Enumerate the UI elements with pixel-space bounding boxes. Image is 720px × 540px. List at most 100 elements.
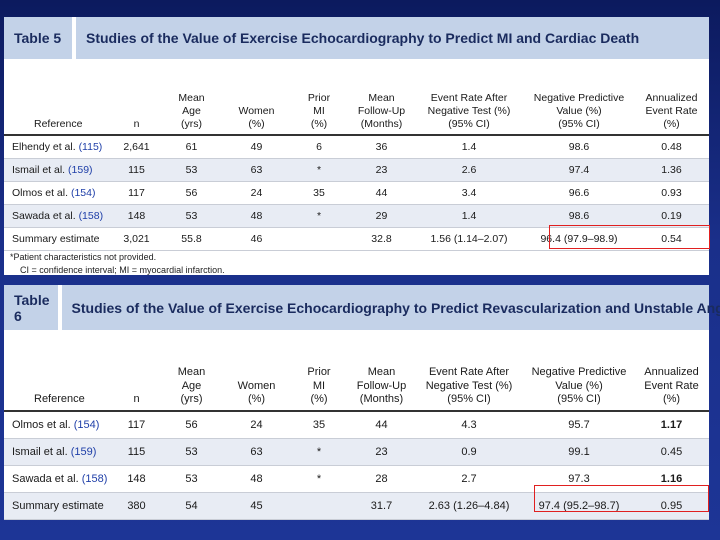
header-prior-mi: Prior MI (%) [289, 71, 349, 136]
cell-reference: Olmos et al. (154) [4, 181, 114, 205]
cell-prior-mi: * [289, 204, 349, 228]
header-line: Negative Test (%) [427, 104, 511, 117]
header-line: Event Rate After [430, 91, 508, 104]
header-line: Age [182, 104, 201, 117]
cell-n: 3,021 [114, 227, 159, 251]
cell-mean-follow-up: 36 [349, 135, 414, 159]
reference-name: Ismail et al. [12, 164, 66, 176]
cell-negative-predictive-value: 96.4 (97.9–98.9) [524, 227, 634, 251]
table5-number: Table 5 [4, 17, 76, 59]
cell-reference: Elhendy et al. (115) [4, 135, 114, 159]
header-line: Negative Test (%) [425, 379, 513, 392]
footnote-abbreviations: CI = confidence interval; MI = myocardia… [20, 265, 225, 275]
header-line: Follow-Up [356, 379, 407, 392]
cell-negative-predictive-value: 97.3 [524, 465, 634, 493]
header-line: (95% CI) [448, 117, 490, 130]
table5-grid: Reference n Mean Age (yrs) Women (%) Prior MI (%)… [4, 71, 709, 251]
cell-women: 24 [224, 181, 289, 205]
cell-mean-age: 53 [159, 465, 224, 493]
header-reference: Reference [4, 341, 114, 412]
cell-mean-follow-up: 23 [349, 438, 414, 466]
table6-title-bar: Table 6 Studies of the Value of Exercise… [4, 285, 720, 330]
cell-women: 63 [224, 158, 289, 182]
cell-mean-follow-up: 44 [349, 181, 414, 205]
cell-event-rate: 1.4 [414, 204, 524, 228]
cell-annualized-event-rate: 0.54 [634, 227, 709, 251]
cell-mean-age: 55.8 [159, 227, 224, 251]
cell-mean-follow-up: 28 [349, 465, 414, 493]
cell-annualized-event-rate: 0.93 [634, 181, 709, 205]
reference-name: Summary estimate [12, 233, 100, 245]
header-line: (95% CI) [447, 393, 491, 406]
header-line: (%) [310, 117, 328, 130]
reference-name: Elhendy et al. [12, 141, 76, 153]
cell-reference: Ismail et al. (159) [4, 438, 114, 466]
cell-event-rate: 4.3 [414, 411, 524, 439]
citation-link[interactable]: (158) [78, 210, 104, 222]
header-event-rate: Event Rate After Negative Test (%) (95% CI… [414, 341, 524, 412]
table5-title-bar: Table 5 Studies of the Value of Exercise… [4, 17, 709, 59]
cell-women: 63 [224, 438, 289, 466]
header-line: Mean [368, 91, 395, 104]
cell-event-rate: 0.9 [414, 438, 524, 466]
header-line: (%) [310, 393, 328, 406]
header-line: Mean [177, 365, 206, 378]
cell-reference: Summary estimate [4, 492, 114, 520]
header-reference: Reference [4, 71, 114, 136]
table-row: Summary estimate 3,021 55.8 46 32.8 1.56 (1.1… [4, 227, 709, 251]
header-line: Value (%) [556, 104, 602, 117]
header-line: Event Rate After [428, 365, 510, 378]
header-line: Prior [307, 365, 331, 378]
citation-link[interactable]: (159) [68, 164, 93, 176]
reference-name: Ismail et al. [12, 446, 68, 458]
header-line: Mean [178, 91, 205, 104]
cell-n: 2,641 [114, 135, 159, 159]
cell-mean-follow-up: 44 [349, 411, 414, 439]
cell-event-rate: 2.7 [414, 465, 524, 493]
header-event-rate: Event Rate After Negative Test (%) (95% CI… [414, 71, 524, 136]
cell-women: 46 [224, 227, 289, 251]
cell-annualized-event-rate: 0.48 [634, 135, 709, 159]
cell-negative-predictive-value: 98.6 [524, 204, 634, 228]
reference-name: Olmos et al. [12, 419, 71, 431]
citation-link[interactable]: (154) [73, 419, 100, 431]
cell-event-rate: 2.63 (1.26–4.84) [414, 492, 524, 520]
citation-link[interactable]: (115) [78, 141, 103, 153]
reference-name: Summary estimate [12, 500, 104, 512]
table-row: Ismail et al. (159) 115 53 63 * 23 0.9 99.1 0.45 [4, 438, 709, 466]
cell-event-rate: 1.4 [414, 135, 524, 159]
cell-prior-mi: * [289, 158, 349, 182]
cell-mean-age: 53 [159, 438, 224, 466]
header-line: Women [237, 379, 276, 392]
table5-footnotes: *Patient characteristics not provided. C… [10, 251, 225, 277]
cell-annualized-event-rate: 1.36 [634, 158, 709, 182]
table5-panel: Table 5 Studies of the Value of Exercise… [4, 17, 710, 277]
cell-mean-follow-up: 23 [349, 158, 414, 182]
cell-prior-mi [289, 227, 349, 251]
header-line: (yrs) [181, 117, 202, 130]
cell-event-rate: 3.4 [414, 181, 524, 205]
table-row: Olmos et al. (154) 117 56 24 35 44 3.4 96.6 0.93 [4, 181, 709, 205]
citation-link[interactable]: (154) [70, 187, 96, 199]
cell-mean-follow-up: 32.8 [349, 227, 414, 251]
header-line: (95% CI) [557, 393, 601, 406]
cell-women: 48 [224, 465, 289, 493]
header-line: (%) [662, 393, 681, 406]
table-row: Olmos et al. (154) 117 56 24 35 44 4.3 95.7 1.17 [4, 411, 709, 439]
header-mean-follow-up: Mean Follow-Up (Months) [349, 341, 414, 412]
header-line: Value (%) [555, 379, 603, 392]
header-n: n [114, 341, 159, 412]
cell-mean-age: 53 [159, 204, 224, 228]
cell-women: 45 [224, 492, 289, 520]
table6-number: Table 6 [4, 285, 62, 330]
header-line: n [133, 117, 140, 130]
header-line: Annualized [644, 365, 699, 378]
header-line: Reference [34, 393, 85, 406]
header-line: (%) [663, 117, 680, 130]
table6-panel: Table 6 Studies of the Value of Exercise… [4, 285, 720, 520]
citation-link[interactable]: (158) [81, 473, 108, 485]
header-mean-age: Mean Age (yrs) [159, 71, 224, 136]
citation-link[interactable]: (159) [70, 446, 97, 458]
reference-name: Sawada et al. [12, 210, 76, 222]
header-annualized-event-rate: Annualized Event Rate (%) [634, 341, 709, 412]
